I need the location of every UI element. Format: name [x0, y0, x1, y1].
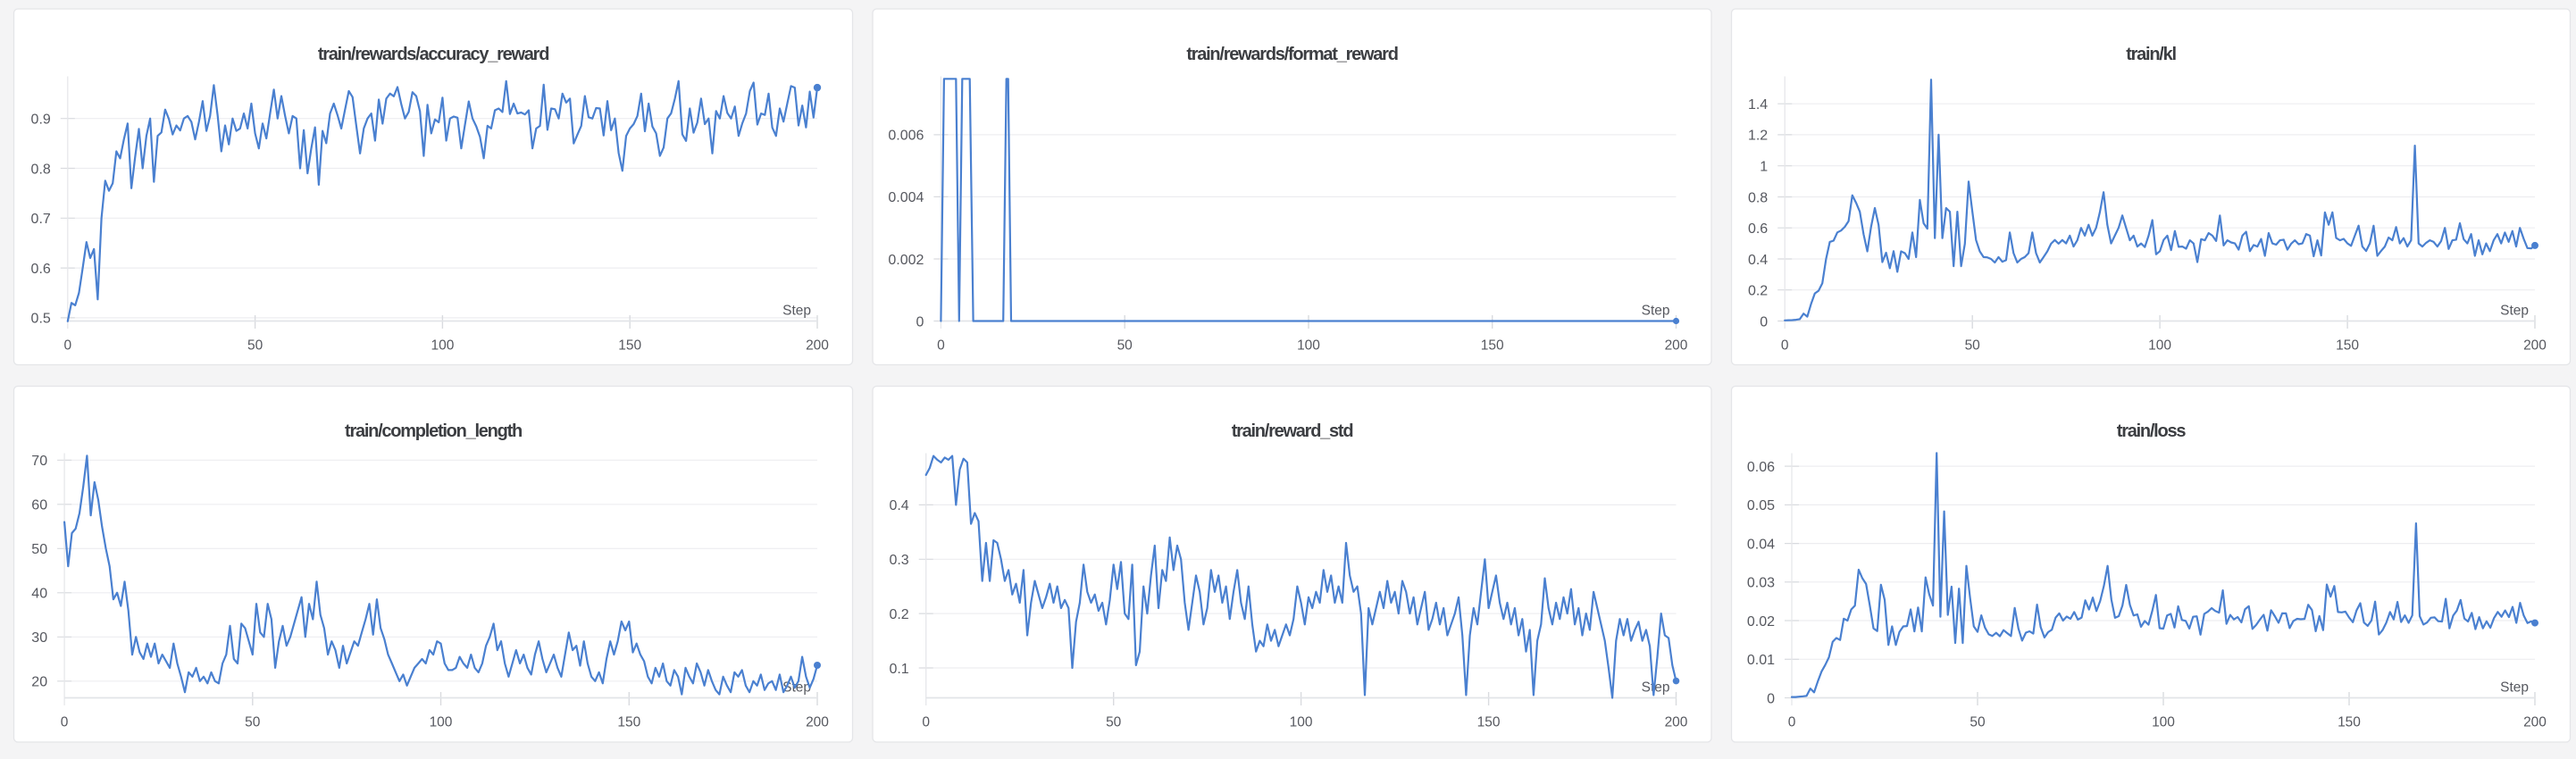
- svg-text:200: 200: [806, 714, 829, 730]
- svg-text:0.6: 0.6: [31, 262, 51, 277]
- svg-text:150: 150: [2336, 338, 2359, 353]
- svg-text:150: 150: [618, 338, 641, 353]
- svg-text:train/rewards/format_reward: train/rewards/format_reward: [1186, 45, 1397, 64]
- svg-text:0.002: 0.002: [888, 253, 924, 268]
- svg-text:0.9: 0.9: [31, 113, 51, 128]
- svg-text:150: 150: [617, 714, 640, 730]
- svg-text:0.4: 0.4: [1748, 253, 1768, 268]
- svg-text:1: 1: [1760, 160, 1768, 175]
- svg-text:1.4: 1.4: [1748, 97, 1768, 113]
- svg-text:100: 100: [1297, 338, 1320, 353]
- svg-text:0.04: 0.04: [1747, 537, 1775, 552]
- svg-text:0.4: 0.4: [889, 498, 908, 513]
- svg-text:150: 150: [1477, 714, 1501, 730]
- svg-text:0.1: 0.1: [889, 662, 908, 677]
- svg-text:train/rewards/accuracy_reward: train/rewards/accuracy_reward: [318, 45, 548, 64]
- svg-text:train/reward_std: train/reward_std: [1232, 421, 1353, 441]
- svg-text:0: 0: [937, 338, 945, 353]
- svg-text:0.7: 0.7: [31, 212, 51, 227]
- svg-text:60: 60: [31, 498, 47, 513]
- svg-text:0.06: 0.06: [1747, 460, 1775, 475]
- svg-text:200: 200: [2523, 338, 2547, 353]
- svg-text:50: 50: [1117, 338, 1133, 353]
- svg-text:0: 0: [63, 338, 71, 353]
- svg-text:train/completion_length: train/completion_length: [345, 421, 522, 441]
- svg-text:0.2: 0.2: [1748, 284, 1768, 299]
- svg-text:0.05: 0.05: [1747, 498, 1775, 513]
- svg-text:100: 100: [430, 714, 453, 730]
- svg-text:0.8: 0.8: [31, 162, 51, 177]
- svg-text:50: 50: [247, 338, 263, 353]
- svg-text:0: 0: [1767, 691, 1775, 706]
- svg-text:Step: Step: [782, 680, 811, 696]
- svg-text:30: 30: [31, 630, 47, 646]
- svg-text:150: 150: [2338, 714, 2361, 730]
- svg-text:50: 50: [31, 542, 47, 557]
- svg-text:50: 50: [1965, 338, 1981, 353]
- svg-text:0: 0: [1788, 714, 1796, 730]
- svg-text:100: 100: [1290, 714, 1313, 730]
- svg-text:0: 0: [1760, 314, 1768, 329]
- svg-text:0.6: 0.6: [1748, 221, 1768, 237]
- svg-text:0.8: 0.8: [1748, 190, 1768, 205]
- svg-text:50: 50: [1970, 714, 1986, 730]
- svg-text:0.01: 0.01: [1747, 653, 1775, 668]
- svg-text:0: 0: [922, 714, 930, 730]
- svg-text:70: 70: [31, 454, 47, 469]
- svg-text:train/loss: train/loss: [2117, 421, 2187, 441]
- svg-text:Step: Step: [1642, 304, 1670, 319]
- svg-text:Step: Step: [2500, 680, 2529, 696]
- svg-text:20: 20: [31, 675, 47, 690]
- svg-text:0.02: 0.02: [1747, 614, 1775, 630]
- svg-text:0: 0: [61, 714, 69, 730]
- svg-text:0.006: 0.006: [888, 129, 924, 144]
- svg-text:0.03: 0.03: [1747, 576, 1775, 591]
- svg-text:100: 100: [2152, 714, 2175, 730]
- svg-text:0.5: 0.5: [31, 312, 51, 327]
- svg-text:50: 50: [245, 714, 261, 730]
- svg-text:0.004: 0.004: [888, 190, 924, 205]
- svg-text:40: 40: [31, 587, 47, 602]
- svg-text:Step: Step: [1642, 680, 1670, 696]
- svg-text:Step: Step: [2500, 304, 2529, 319]
- svg-text:1.2: 1.2: [1748, 129, 1768, 144]
- svg-text:200: 200: [2523, 714, 2547, 730]
- svg-text:0: 0: [1781, 338, 1789, 353]
- svg-text:Step: Step: [782, 304, 811, 319]
- svg-text:100: 100: [2148, 338, 2171, 353]
- svg-text:100: 100: [431, 338, 454, 353]
- svg-text:150: 150: [1481, 338, 1504, 353]
- svg-text:0.3: 0.3: [889, 553, 908, 568]
- svg-text:200: 200: [1665, 714, 1688, 730]
- svg-text:50: 50: [1106, 714, 1122, 730]
- svg-text:200: 200: [806, 338, 829, 353]
- svg-text:0.2: 0.2: [889, 607, 908, 622]
- svg-text:train/kl: train/kl: [2126, 45, 2176, 64]
- svg-text:0: 0: [916, 314, 924, 329]
- svg-text:200: 200: [1665, 338, 1688, 353]
